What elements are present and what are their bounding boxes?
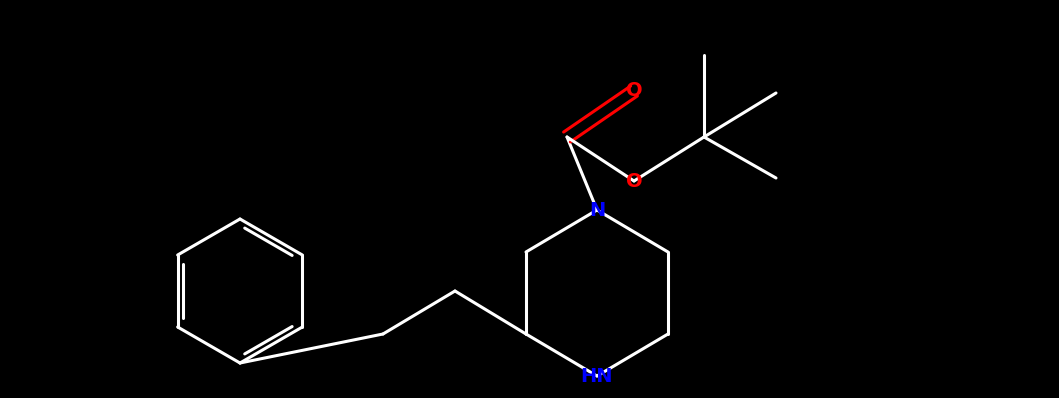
Text: N: N [589,201,605,220]
Text: HN: HN [580,367,613,386]
Text: O: O [626,172,643,191]
Text: O: O [626,82,643,101]
